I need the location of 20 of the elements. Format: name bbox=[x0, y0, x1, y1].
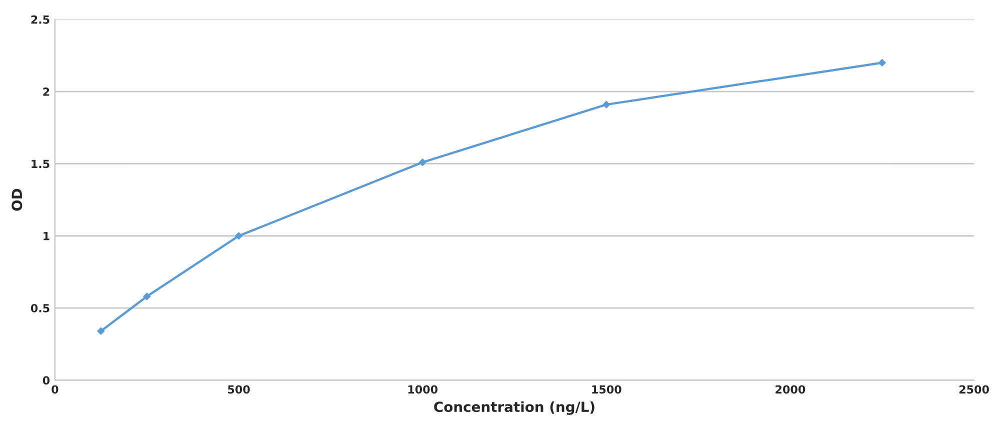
y-tick-label: 0 bbox=[42, 376, 50, 385]
point bbox=[878, 58, 886, 67]
y-axis-title: OD bbox=[12, 188, 22, 211]
x-tick-label: 2000 bbox=[776, 385, 806, 394]
point bbox=[418, 158, 427, 166]
point bbox=[96, 327, 105, 336]
point bbox=[602, 100, 610, 108]
x-tick-label: 1000 bbox=[408, 385, 438, 394]
y-tick-label: 1 bbox=[44, 232, 50, 240]
x-axis-title: Concentration (ng/L) bbox=[434, 401, 594, 415]
y-tick-label: 2 bbox=[43, 88, 50, 96]
x-tick-label: 2500 bbox=[959, 385, 989, 394]
point bbox=[234, 232, 243, 240]
x-tick-label: 1500 bbox=[592, 385, 622, 394]
point bbox=[142, 292, 151, 300]
x-tick-label: 0 bbox=[52, 385, 58, 394]
y-tick-label: 0.5 bbox=[30, 304, 50, 312]
y-tick-label: 1.5 bbox=[32, 160, 50, 168]
y-tick-label: 2.5 bbox=[31, 15, 50, 24]
x-tick-label: 500 bbox=[228, 385, 250, 394]
